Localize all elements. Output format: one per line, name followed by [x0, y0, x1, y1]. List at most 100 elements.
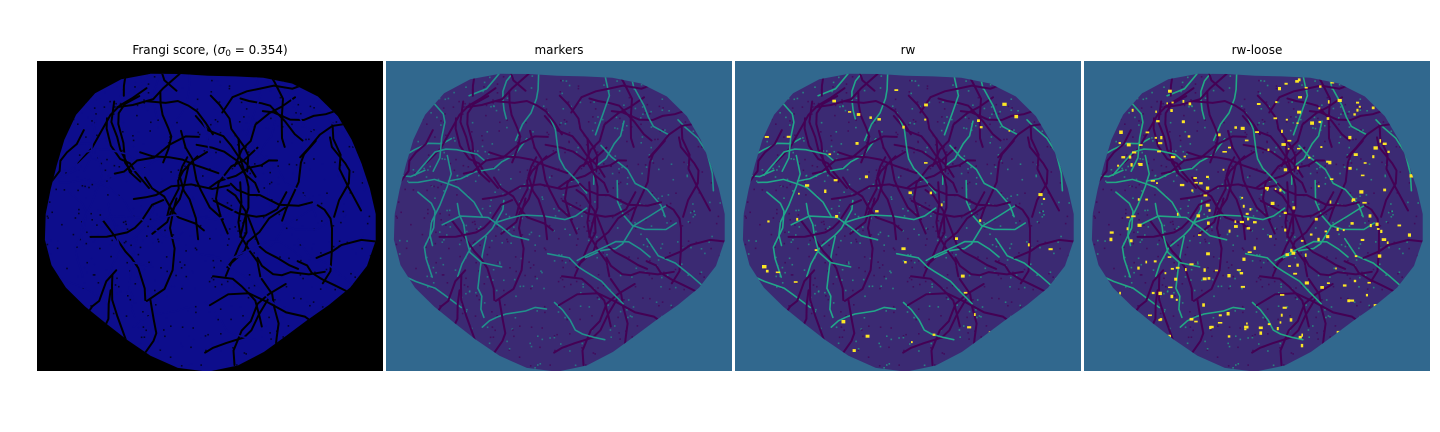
texture-speck [1208, 242, 1210, 244]
texture-speck [589, 101, 592, 104]
texture-speck [1262, 151, 1264, 154]
vessel-curve [933, 204, 1017, 259]
texture-speck [1273, 151, 1276, 153]
texture-speck [1344, 245, 1347, 248]
texture-speck [964, 116, 967, 119]
texture-speck [1342, 218, 1345, 221]
texture-speck [426, 123, 428, 125]
texture-speck [258, 304, 260, 306]
rw-loose-image [1084, 61, 1430, 371]
texture-speck [502, 76, 505, 78]
texture-speck [245, 146, 247, 148]
vessel-curve [208, 159, 279, 189]
texture-speck [91, 219, 93, 221]
texture-speck [1344, 103, 1347, 106]
vessel-curve [830, 306, 897, 328]
vessel-curve [221, 82, 308, 114]
texture-speck [181, 287, 183, 290]
texture-speck [285, 221, 287, 224]
texture-speck [1157, 255, 1159, 258]
texture-speck [231, 292, 233, 294]
texture-speck [1212, 89, 1215, 92]
texture-speck [489, 205, 491, 207]
texture-speck [214, 119, 217, 121]
texture-speck [442, 274, 445, 276]
texture-speck [618, 332, 620, 334]
texture-speck [914, 120, 917, 123]
texture-speck [1348, 110, 1350, 113]
texture-speck [670, 306, 673, 308]
accent-speck [1291, 251, 1296, 255]
accent-speck [1174, 277, 1178, 281]
texture-speck [1342, 112, 1344, 114]
texture-speck [1290, 116, 1292, 118]
texture-speck [266, 116, 269, 119]
texture-speck [1379, 245, 1382, 248]
texture-speck [429, 165, 431, 168]
panel-rw-loose [1084, 61, 1430, 371]
texture-speck [825, 295, 827, 297]
texture-speck [142, 311, 144, 313]
texture-speck [646, 245, 649, 248]
texture-speck [870, 217, 872, 220]
accent-speck [1155, 110, 1157, 113]
texture-speck [209, 254, 211, 256]
texture-speck [585, 144, 588, 146]
texture-speck [897, 224, 900, 227]
texture-speck [772, 167, 774, 170]
texture-speck [1040, 210, 1043, 213]
texture-speck [207, 333, 209, 336]
texture-speck [1172, 223, 1174, 226]
texture-speck [640, 233, 642, 236]
texture-speck [483, 86, 485, 88]
texture-speck [541, 198, 544, 200]
texture-speck [827, 298, 830, 301]
texture-speck [789, 219, 791, 221]
accent-speck [805, 184, 810, 187]
texture-speck [147, 315, 149, 317]
texture-speck [63, 189, 66, 191]
texture-speck [1013, 129, 1015, 131]
texture-speck [1001, 162, 1004, 164]
texture-speck [570, 105, 572, 108]
accent-speck [1038, 193, 1043, 197]
texture-speck [1277, 204, 1280, 207]
texture-speck [847, 130, 849, 132]
texture-speck [841, 99, 843, 101]
texture-speck [984, 267, 987, 270]
texture-speck [1060, 235, 1062, 238]
texture-speck [1266, 141, 1268, 144]
accent-speck [1205, 203, 1210, 207]
texture-speck [267, 80, 269, 82]
texture-speck [1026, 241, 1028, 243]
texture-speck [1279, 215, 1281, 217]
texture-speck [991, 244, 994, 246]
texture-speck [217, 318, 219, 321]
texture-speck [86, 271, 88, 274]
texture-speck [1294, 236, 1296, 238]
texture-speck [580, 167, 583, 170]
texture-speck [361, 182, 364, 184]
vessel-curve [1148, 219, 1194, 302]
texture-speck [269, 332, 271, 334]
vessel-curve [1255, 159, 1326, 189]
texture-speck [1169, 121, 1172, 124]
texture-speck [1125, 169, 1127, 171]
texture-speck [634, 107, 637, 110]
texture-speck [885, 310, 887, 312]
texture-speck [1278, 167, 1281, 170]
texture-speck [142, 143, 145, 145]
texture-speck [1268, 205, 1270, 208]
texture-speck [158, 229, 161, 231]
accent-speck [798, 192, 800, 195]
texture-speck [1189, 239, 1191, 242]
texture-speck [693, 210, 695, 213]
accent-speck [1246, 227, 1251, 230]
texture-speck [774, 176, 777, 178]
texture-speck [1312, 325, 1314, 327]
texture-speck [1195, 168, 1198, 171]
vessel-curve [180, 129, 224, 221]
texture-speck [930, 347, 932, 349]
texture-speck [146, 235, 148, 237]
accent-speck [1297, 110, 1302, 114]
